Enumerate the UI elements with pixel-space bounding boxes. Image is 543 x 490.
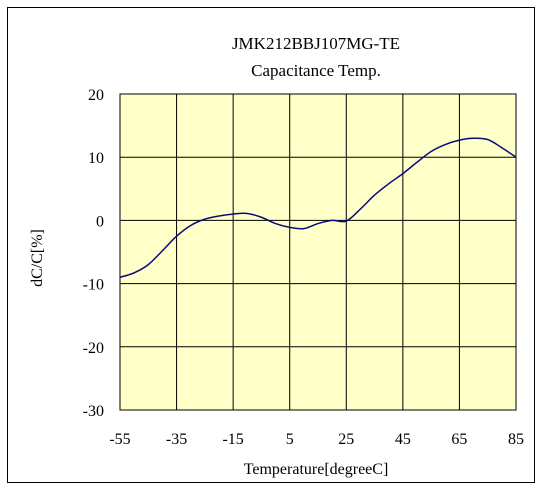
- y-tick-label: -10: [83, 277, 104, 294]
- x-tick-label: -55: [109, 431, 130, 448]
- x-tick-label: -35: [166, 431, 187, 448]
- chart-subtitle: Capacitance Temp.: [251, 61, 381, 80]
- series-line: [119, 137, 517, 278]
- x-axis-label: Temperature[degreeC]: [244, 461, 389, 478]
- x-tick-labels: -55 -35 -15 5 25 45 65 85: [109, 431, 524, 448]
- y-axis-label: dC/C[%]: [29, 229, 46, 287]
- y-tick-label: 20: [88, 87, 104, 104]
- y-tick-label: 0: [96, 213, 104, 230]
- chart-title: JMK212BBJ107MG-TE: [232, 34, 400, 53]
- plot-area: [120, 94, 516, 410]
- y-tick-label: -30: [83, 403, 104, 420]
- y-tick-labels: 20 10 0 -10 -20 -30: [83, 87, 104, 420]
- x-tick-label: 65: [451, 431, 467, 448]
- x-tick-label: -15: [222, 431, 243, 448]
- y-tick-label: 10: [88, 150, 104, 167]
- x-tick-label: 85: [508, 431, 524, 448]
- x-tick-label: 25: [338, 431, 354, 448]
- x-tick-label: 45: [395, 431, 411, 448]
- y-tick-label: -20: [83, 340, 104, 357]
- x-tick-label: 5: [286, 431, 294, 448]
- gridlines: [119, 93, 517, 411]
- plot-border: [119, 93, 517, 411]
